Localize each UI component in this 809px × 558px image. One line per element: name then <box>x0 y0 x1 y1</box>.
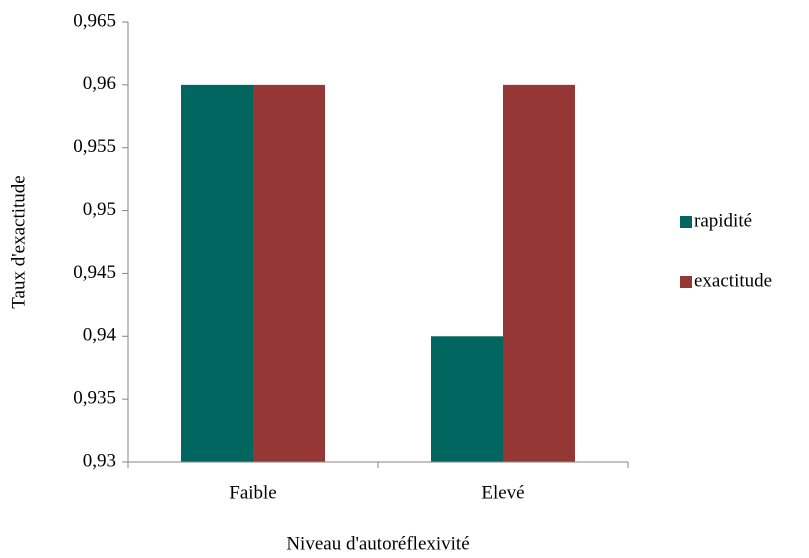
x-axis-label: Niveau d'autoréflexivité <box>286 533 469 554</box>
bar <box>503 84 575 462</box>
bar <box>431 336 503 462</box>
legend-swatch <box>680 216 692 228</box>
y-tick-label: 0,95 <box>83 199 116 220</box>
legend-label: rapidité <box>694 210 752 231</box>
y-tick-label: 0,93 <box>83 450 116 471</box>
y-tick-label: 0,945 <box>73 262 116 283</box>
legend-swatch <box>680 276 692 288</box>
legend-label: exactitude <box>694 270 772 291</box>
y-tick-label: 0,94 <box>83 325 117 346</box>
y-tick-label: 0,955 <box>73 136 116 157</box>
y-tick-label: 0,965 <box>73 10 116 31</box>
x-tick-label: Elevé <box>481 482 524 503</box>
bar <box>253 84 325 462</box>
y-tick-label: 0,935 <box>73 388 116 409</box>
y-axis-label: Taux d'exactitude <box>8 175 29 308</box>
x-tick-label: Faible <box>229 482 277 503</box>
y-tick-label: 0,96 <box>83 73 116 94</box>
bar <box>181 84 253 462</box>
